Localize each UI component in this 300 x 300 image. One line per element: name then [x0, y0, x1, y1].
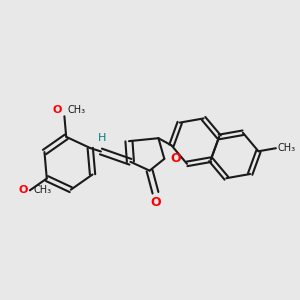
Text: H: H: [98, 133, 106, 142]
Text: O: O: [171, 152, 182, 165]
Text: CH₃: CH₃: [68, 105, 86, 115]
Text: CH₃: CH₃: [277, 143, 296, 153]
Text: O: O: [53, 105, 62, 115]
Text: CH₃: CH₃: [33, 185, 52, 195]
Text: O: O: [150, 196, 161, 209]
Text: O: O: [18, 185, 28, 195]
